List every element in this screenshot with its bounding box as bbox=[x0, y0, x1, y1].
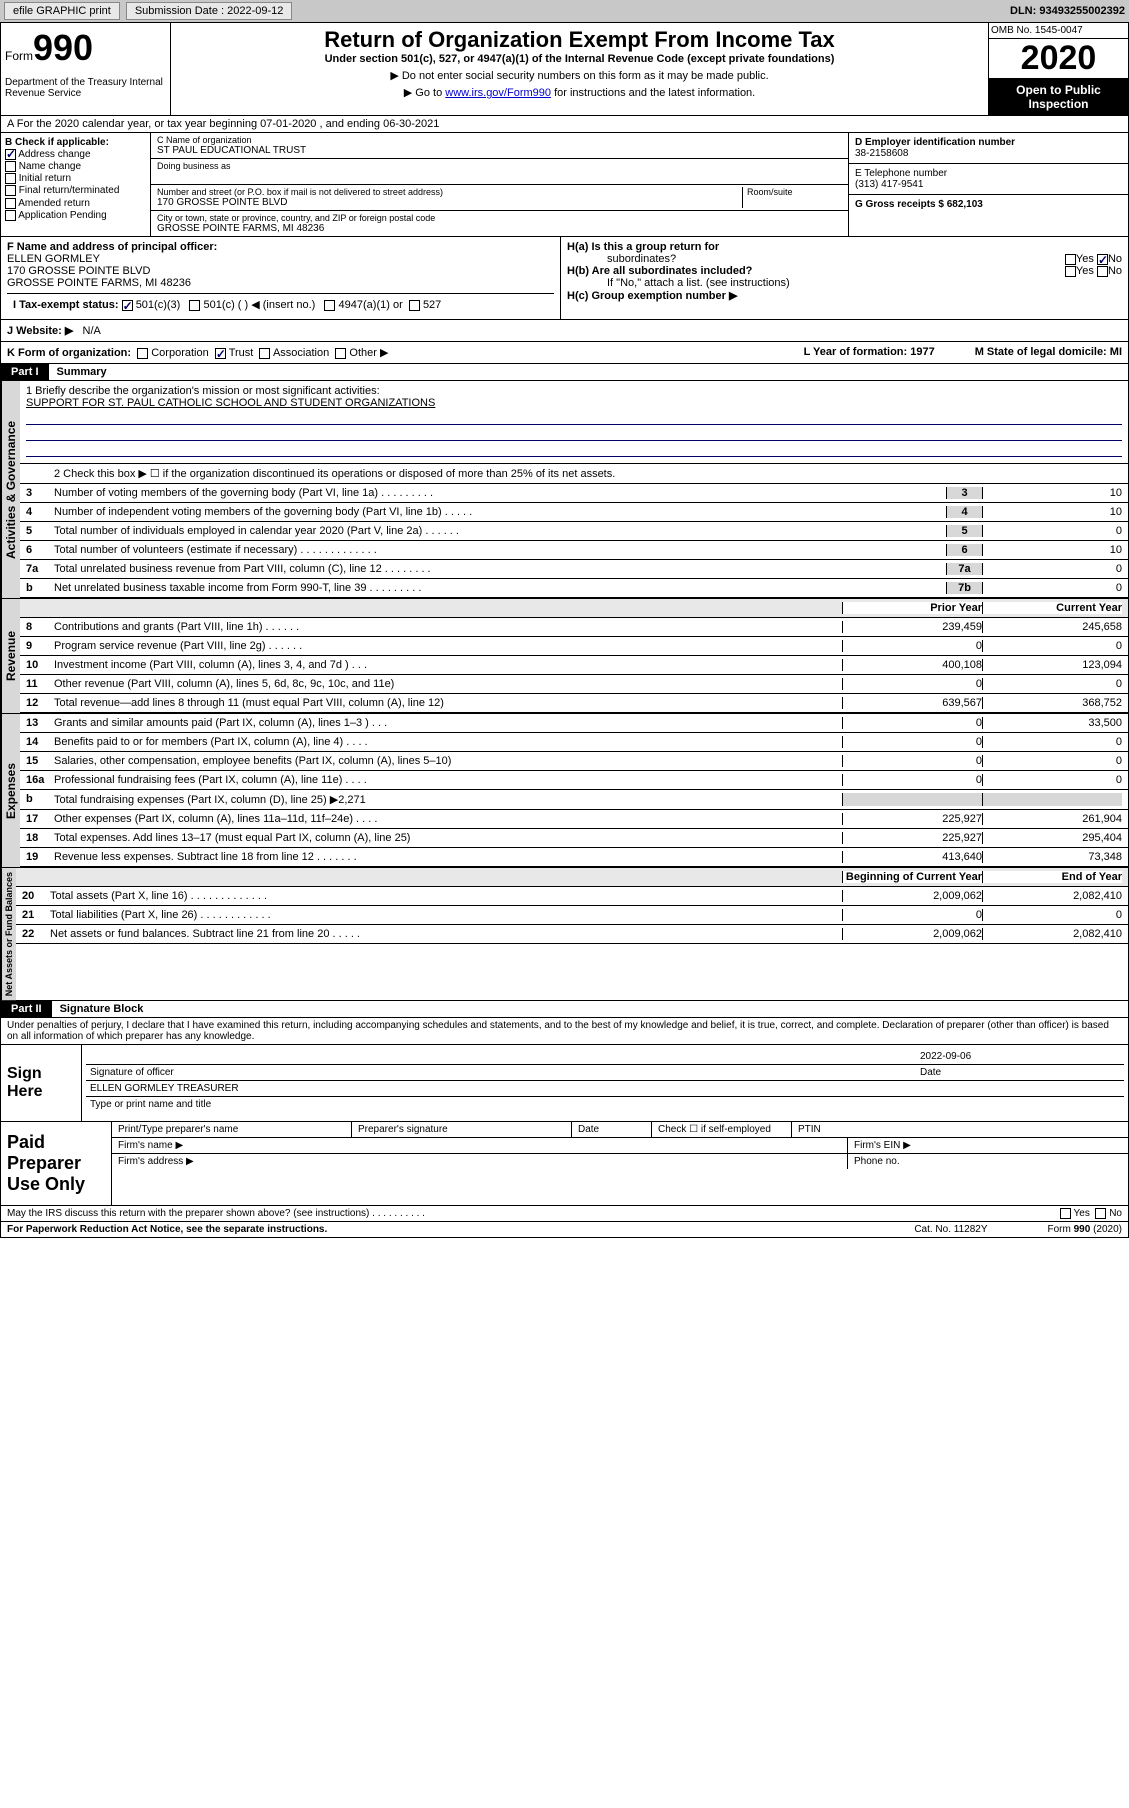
year-formation: L Year of formation: 1977 bbox=[804, 346, 935, 359]
goto-line: ▶ Go to www.irs.gov/Form990 for instruct… bbox=[175, 86, 984, 99]
revenue-section: Revenue Prior YearCurrent Year 8Contribu… bbox=[0, 599, 1129, 714]
footer: For Paperwork Reduction Act Notice, see … bbox=[0, 1222, 1129, 1238]
form-header: Form990 Department of the Treasury Inter… bbox=[0, 22, 1129, 116]
line-11: 11Other revenue (Part VIII, column (A), … bbox=[20, 675, 1128, 694]
topbar: efile GRAPHIC print Submission Date : 20… bbox=[0, 0, 1129, 22]
line-9: 9Program service revenue (Part VIII, lin… bbox=[20, 637, 1128, 656]
ssn-warning: ▶ Do not enter social security numbers o… bbox=[175, 69, 984, 82]
block-fhij: F Name and address of principal officer:… bbox=[0, 237, 1129, 320]
line-18: 18Total expenses. Add lines 13–17 (must … bbox=[20, 829, 1128, 848]
dept-treasury: Department of the Treasury Internal Reve… bbox=[5, 77, 166, 99]
line-13: 13Grants and similar amounts paid (Part … bbox=[20, 714, 1128, 733]
col-c: C Name of organizationST PAUL EDUCATIONA… bbox=[151, 133, 848, 236]
chk-final[interactable] bbox=[5, 185, 16, 196]
side-expenses: Expenses bbox=[1, 714, 20, 867]
line-15: 15Salaries, other compensation, employee… bbox=[20, 752, 1128, 771]
phone: (313) 417-9541 bbox=[855, 179, 1122, 190]
gross-receipts: G Gross receipts $ 682,103 bbox=[855, 199, 1122, 210]
block-bcd: B Check if applicable: Address change Na… bbox=[0, 133, 1129, 237]
chk-pending[interactable] bbox=[5, 210, 16, 221]
chk-501c3[interactable] bbox=[122, 300, 133, 311]
org-city: GROSSE POINTE FARMS, MI 48236 bbox=[157, 223, 842, 234]
tax-status-row: I Tax-exempt status: 501(c)(3) 501(c) ( … bbox=[7, 293, 554, 315]
line-17: 17Other expenses (Part IX, column (A), l… bbox=[20, 810, 1128, 829]
line-3: 3Number of voting members of the governi… bbox=[20, 484, 1128, 503]
col-de: D Employer identification number38-21586… bbox=[848, 133, 1128, 236]
line-19: 19Revenue less expenses. Subtract line 1… bbox=[20, 848, 1128, 867]
sign-date: 2022-09-06 bbox=[920, 1051, 1120, 1062]
part1-header: Part ISummary bbox=[0, 364, 1129, 381]
side-net-assets: Net Assets or Fund Balances bbox=[1, 868, 16, 1000]
side-activities-governance: Activities & Governance bbox=[1, 381, 20, 598]
perjury-text: Under penalties of perjury, I declare th… bbox=[0, 1018, 1129, 1045]
line-12: 12Total revenue—add lines 8 through 11 (… bbox=[20, 694, 1128, 713]
chk-527[interactable] bbox=[409, 300, 420, 311]
chk-4947[interactable] bbox=[324, 300, 335, 311]
dln: DLN: 93493255002392 bbox=[1010, 5, 1125, 17]
chk-other[interactable] bbox=[335, 348, 346, 359]
org-address: 170 GROSSE POINTE BLVD bbox=[157, 197, 742, 208]
part2-header: Part IISignature Block bbox=[0, 1001, 1129, 1018]
line-22: 22Net assets or fund balances. Subtract … bbox=[16, 925, 1128, 944]
mission: SUPPORT FOR ST. PAUL CATHOLIC SCHOOL AND… bbox=[26, 397, 1122, 409]
form-title: Return of Organization Exempt From Incom… bbox=[175, 27, 984, 53]
col-b: B Check if applicable: Address change Na… bbox=[1, 133, 151, 236]
line-14: 14Benefits paid to or for members (Part … bbox=[20, 733, 1128, 752]
omb-number: OMB No. 1545-0047 bbox=[989, 23, 1128, 39]
public-inspection: Open to Public Inspection bbox=[989, 79, 1128, 115]
chk-hb-no[interactable] bbox=[1097, 266, 1108, 277]
org-name: ST PAUL EDUCATIONAL TRUST bbox=[157, 145, 842, 156]
line-21: 21Total liabilities (Part X, line 26) . … bbox=[16, 906, 1128, 925]
k-row: K Form of organization: Corporation Trus… bbox=[0, 342, 1129, 364]
chk-trust[interactable] bbox=[215, 348, 226, 359]
chk-hb-yes[interactable] bbox=[1065, 266, 1076, 277]
governance-section: Activities & Governance 1 Briefly descri… bbox=[0, 381, 1129, 599]
form-subtitle: Under section 501(c), 527, or 4947(a)(1)… bbox=[175, 53, 984, 65]
chk-ha-no[interactable] bbox=[1097, 254, 1108, 265]
sign-block: Sign Here 2022-09-06 Signature of office… bbox=[0, 1045, 1129, 1122]
line-6: 6Total number of volunteers (estimate if… bbox=[20, 541, 1128, 560]
form-number-footer: Form 990 (2020) bbox=[1048, 1224, 1122, 1235]
submission-date: Submission Date : 2022-09-12 bbox=[126, 2, 293, 20]
chk-501c[interactable] bbox=[189, 300, 200, 311]
line-7a: 7aTotal unrelated business revenue from … bbox=[20, 560, 1128, 579]
chk-address-change[interactable] bbox=[5, 149, 16, 160]
line-b: bTotal fundraising expenses (Part IX, co… bbox=[20, 790, 1128, 810]
officer-signed-name: ELLEN GORMLEY TREASURER bbox=[90, 1083, 239, 1094]
website: N/A bbox=[83, 325, 101, 337]
state-domicile: M State of legal domicile: MI bbox=[975, 346, 1122, 359]
officer-name: ELLEN GORMLEY bbox=[7, 253, 554, 265]
line-7b: bNet unrelated business taxable income f… bbox=[20, 579, 1128, 598]
line-10: 10Investment income (Part VIII, column (… bbox=[20, 656, 1128, 675]
chk-ha-yes[interactable] bbox=[1065, 254, 1076, 265]
expenses-section: Expenses 13Grants and similar amounts pa… bbox=[0, 714, 1129, 868]
line-20: 20Total assets (Part X, line 16) . . . .… bbox=[16, 887, 1128, 906]
chk-name-change[interactable] bbox=[5, 161, 16, 172]
line-16a: 16aProfessional fundraising fees (Part I… bbox=[20, 771, 1128, 790]
chk-corp[interactable] bbox=[137, 348, 148, 359]
chk-initial[interactable] bbox=[5, 173, 16, 184]
tax-year: 2020 bbox=[989, 39, 1128, 79]
chk-discuss-no[interactable] bbox=[1095, 1208, 1106, 1219]
form990-link[interactable]: www.irs.gov/Form990 bbox=[445, 87, 551, 99]
preparer-block: Paid Preparer Use Only Print/Type prepar… bbox=[0, 1122, 1129, 1206]
form-number: Form990 bbox=[5, 27, 166, 69]
ein: 38-2158608 bbox=[855, 148, 1122, 159]
website-row: J Website: ▶ N/A bbox=[0, 320, 1129, 342]
chk-amended[interactable] bbox=[5, 198, 16, 209]
may-discuss-row: May the IRS discuss this return with the… bbox=[0, 1206, 1129, 1222]
line-8: 8Contributions and grants (Part VIII, li… bbox=[20, 618, 1128, 637]
chk-assoc[interactable] bbox=[259, 348, 270, 359]
side-revenue: Revenue bbox=[1, 599, 20, 713]
efile-btn[interactable]: efile GRAPHIC print bbox=[4, 2, 120, 20]
line-5: 5Total number of individuals employed in… bbox=[20, 522, 1128, 541]
line-4: 4Number of independent voting members of… bbox=[20, 503, 1128, 522]
chk-discuss-yes[interactable] bbox=[1060, 1208, 1071, 1219]
netassets-section: Net Assets or Fund Balances Beginning of… bbox=[0, 868, 1129, 1001]
line-a: A For the 2020 calendar year, or tax yea… bbox=[0, 116, 1129, 133]
